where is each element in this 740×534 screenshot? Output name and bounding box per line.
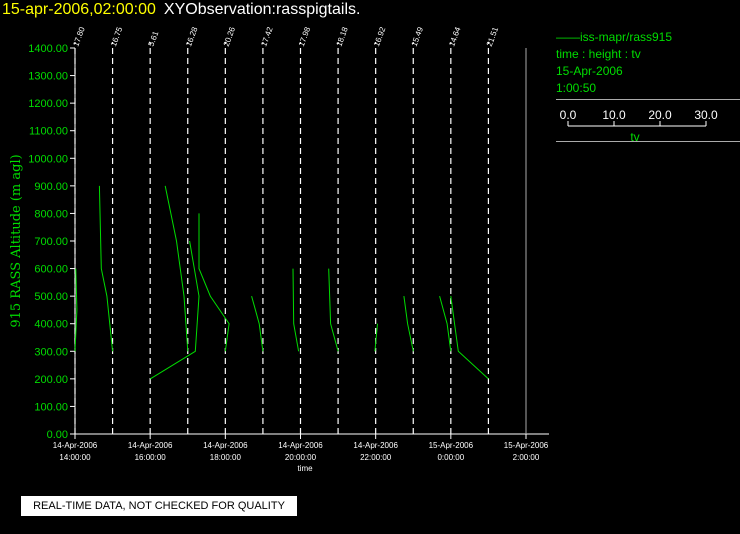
scale-tick-label: 20.0 [648,108,672,122]
header-timestamp: 15-apr-2006,02:00:00 [2,1,156,18]
x-tick-time: 18:00:00 [210,453,242,462]
plot-header: 15-apr-2006,02:00:00 XYObservation:rasspi… [2,1,360,19]
legend-series: ——iss-mapr/rass915 [556,30,673,44]
tv-trace [374,323,378,352]
tv-trace [403,296,414,352]
scale-tick-label: 0.0 [560,108,577,122]
x-tick-time: 16:00:00 [135,453,167,462]
y-tick-label: 300.00 [34,346,68,358]
tv-trace [149,240,200,380]
y-tick-label: 200.00 [34,374,68,386]
y-tick-label: 400.00 [34,319,68,331]
tv-trace [98,185,114,352]
x-tick-date: 15-Apr-2006 [429,441,474,450]
profile-value-label: 17.80 [71,25,86,47]
profile-value-label: 16.75 [109,25,124,47]
tv-trace [74,268,78,352]
legend-date: 15-Apr-2006 [556,64,623,78]
profile-value-label: 17.42 [259,25,274,47]
profile-value-label: 5.61 [147,29,161,47]
scale-title: tv [630,130,639,144]
y-tick-label: 1300.00 [28,71,68,83]
scale-tick-label: 10.0 [602,108,626,122]
tv-trace [450,296,489,380]
quality-disclaimer: REAL-TIME DATA, NOT CHECKED FOR QUALITY [21,496,297,516]
scale-tick-label: 30.0 [694,108,718,122]
legend-divider-bottom [556,141,740,142]
x-tick-date: 14-Apr-2006 [203,441,248,450]
y-tick-label: 1400.00 [28,43,68,55]
legend-time: 1:00:50 [556,81,597,95]
x-axis-title: time [297,464,313,473]
y-tick-label: 900.00 [34,181,68,193]
x-tick-date: 14-Apr-2006 [353,441,398,450]
x-tick-date: 14-Apr-2006 [53,441,98,450]
profile-value-label: 16.92 [372,25,387,47]
y-tick-label: 600.00 [34,264,68,276]
y-tick-label: 100.00 [34,401,68,413]
profile-value-label: 14.64 [447,25,462,47]
tv-trace [251,295,264,352]
tv-trace [198,213,230,352]
y-tick-label: 1200.00 [28,98,68,110]
profile-value-label: 17.98 [297,25,312,47]
tv-trace [439,295,452,352]
y-tick-label: 1000.00 [28,153,68,165]
tv-trace [164,185,189,352]
x-tick-time: 14:00:00 [59,453,91,462]
profile-value-label: 18.18 [335,25,350,47]
y-tick-label: 1100.00 [29,126,68,138]
profile-value-label: 16.28 [184,25,199,47]
y-tick-label: 700.00 [34,236,68,248]
y-tick-label: 500.00 [34,291,68,303]
x-tick-date: 14-Apr-2006 [128,441,173,450]
x-tick-date: 15-Apr-2006 [504,441,549,450]
tv-trace [292,268,300,352]
y-axis-title: 915 RASS Altitude (m agl) [9,154,24,327]
profile-value-label: 21.51 [485,25,500,47]
profile-value-label: 15.49 [410,25,425,47]
x-tick-time: 0:00:00 [437,453,464,462]
tv-scale: 0.0 10.0 20.0 30.0 tv [560,108,718,144]
legend-divider [556,99,740,100]
tv-trace [328,268,339,352]
y-tick-label: 0.00 [47,429,68,441]
x-tick-date: 14-Apr-2006 [278,441,323,450]
profile-value-label: 20.26 [222,25,237,47]
header-observation: XYObservation:rasspigtails. [163,1,361,18]
legend-panel: ——iss-mapr/rass915 time : height : tv 15… [556,29,740,144]
y-tick-label: 800.00 [34,208,68,220]
x-tick-time: 22:00:00 [360,453,392,462]
x-tick-time: 20:00:00 [285,453,317,462]
legend-variables: time : height : tv [556,47,641,61]
x-tick-time: 2:00:00 [513,453,540,462]
